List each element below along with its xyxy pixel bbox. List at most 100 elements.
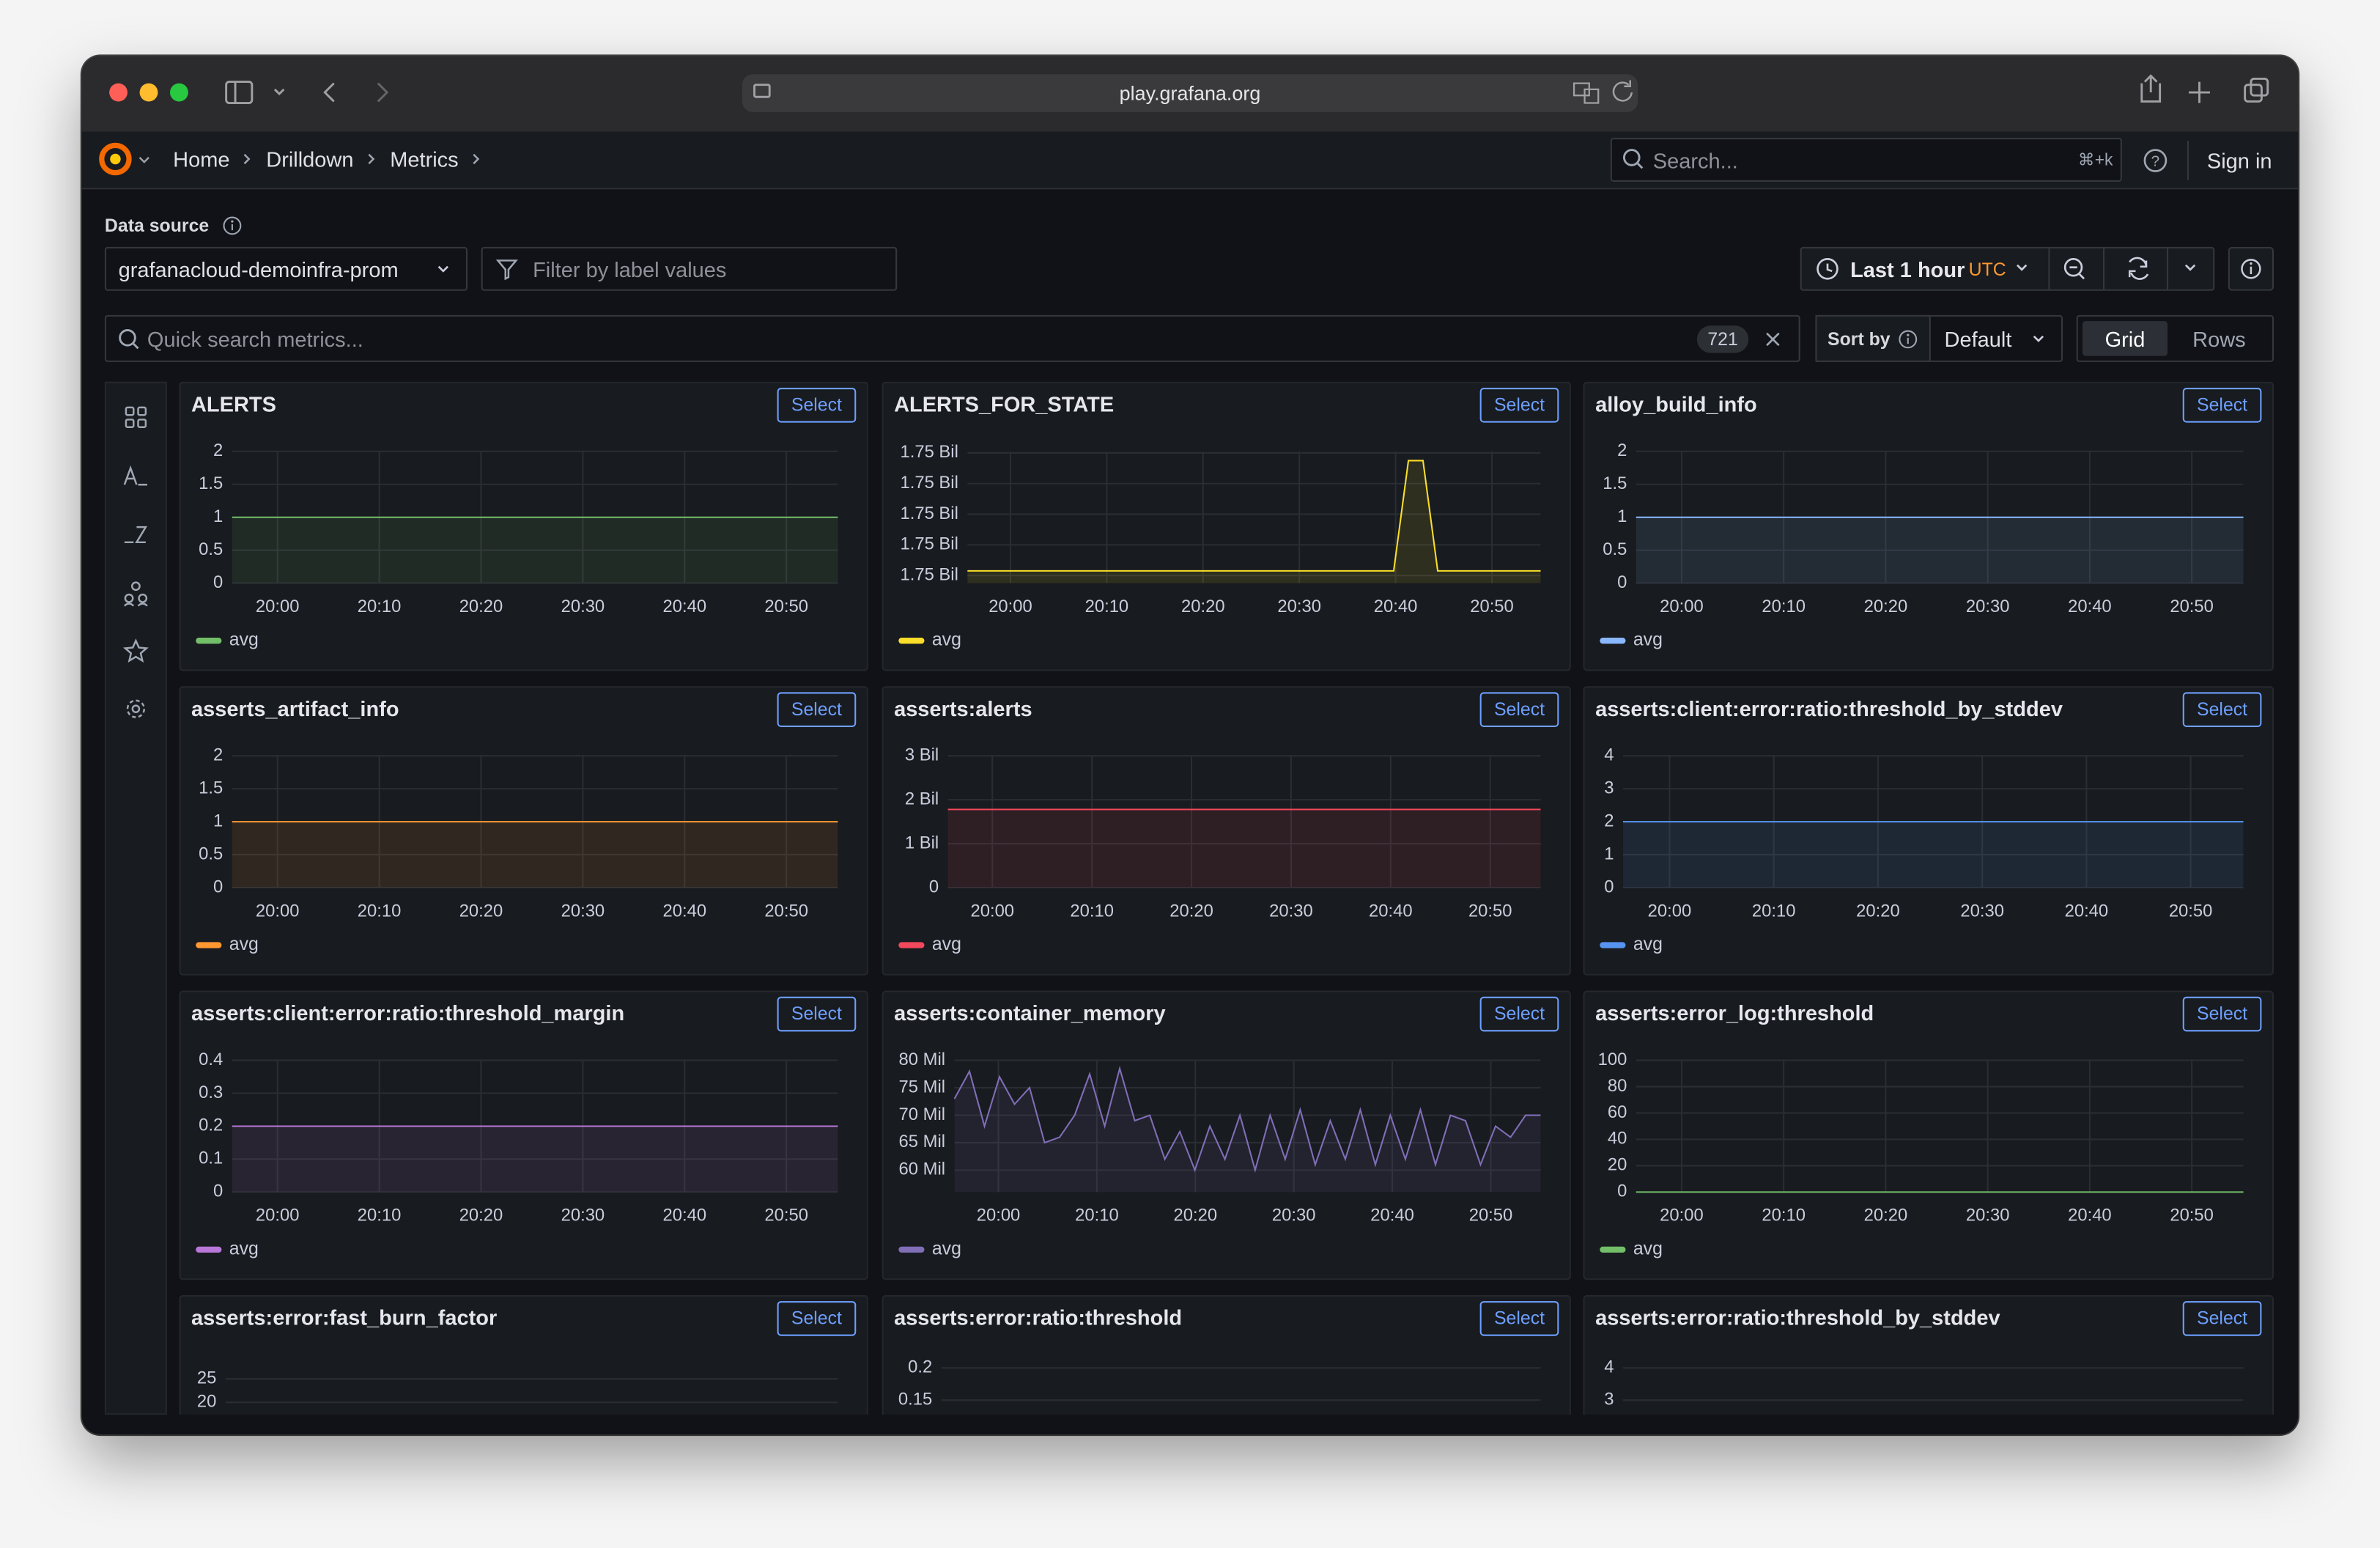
view-grid[interactable]: Grid <box>2082 327 2168 351</box>
metric-panel: ALERTS_FOR_STATESelect1.75 Bil1.75 Bil1.… <box>882 382 1571 671</box>
panel-title: ALERTS <box>191 394 276 417</box>
forward-button[interactable] <box>378 84 387 102</box>
select-button-label[interactable]: Select <box>791 395 842 415</box>
panel-title: asserts:error:ratio:threshold <box>894 1307 1182 1330</box>
y-tick-label: 2 <box>213 441 223 460</box>
maximize-button[interactable] <box>170 84 188 102</box>
refresh-interval-button[interactable] <box>2186 265 2195 270</box>
select-button-label[interactable]: Select <box>1494 700 1545 720</box>
divider <box>2187 141 2189 180</box>
breadcrumb[interactable]: Drilldown <box>266 147 353 171</box>
panel-title: ALERTS_FOR_STATE <box>894 394 1114 417</box>
chevron[interactable] <box>275 89 284 94</box>
search-icon <box>117 327 141 351</box>
x-tick-label: 20:10 <box>1762 1206 1806 1226</box>
y-tick-label: 25 <box>197 1368 216 1388</box>
x-tick-label: 20:40 <box>1370 1206 1414 1226</box>
y-tick-label: 0.15 <box>898 1389 932 1409</box>
data-source-label: Data source <box>105 215 209 236</box>
select-button-label[interactable]: Select <box>2197 1004 2247 1024</box>
breadcrumb[interactable]: Metrics <box>390 147 458 171</box>
timezone: UTC <box>1969 259 2006 280</box>
y-tick-label: 0.3 <box>199 1083 223 1102</box>
select-button-label[interactable]: Select <box>2197 395 2247 415</box>
tabs-button[interactable] <box>2245 85 2262 102</box>
x-tick-label: 20:20 <box>1856 901 1900 921</box>
y-tick-label: 0 <box>1617 572 1627 592</box>
sidebar-icon[interactable] <box>226 82 252 103</box>
legend-label: avg <box>1633 935 1663 954</box>
y-tick-label: 1.75 Bil <box>900 564 958 584</box>
y-tick-label: 1 Bil <box>905 833 939 852</box>
metric-panel: ALERTSSelect00.511.5220:0020:1020:2020:3… <box>179 382 868 671</box>
close-button[interactable] <box>109 84 128 102</box>
y-tick-label: 1.5 <box>1603 473 1627 493</box>
panel-title: asserts:alerts <box>894 698 1032 721</box>
y-tick-label: 75 Mil <box>899 1077 946 1096</box>
y-tick-label: 0.2 <box>199 1116 223 1135</box>
x-tick-label: 20:50 <box>764 1206 808 1226</box>
time-range[interactable]: Last 1 hour <box>1850 257 1965 281</box>
y-tick-label: 0 <box>1617 1182 1627 1201</box>
share-button[interactable] <box>2142 75 2160 101</box>
x-tick-label: 20:30 <box>1966 1206 2010 1226</box>
legend-label: avg <box>932 935 961 954</box>
y-tick-label: 0 <box>213 1182 223 1201</box>
y-tick-label: 0.5 <box>199 539 223 559</box>
x-tick-label: 20:00 <box>970 901 1014 921</box>
sign-in-link[interactable]: Sign in <box>2207 149 2272 173</box>
legend-label: avg <box>932 630 961 650</box>
x-tick-label: 20:50 <box>1470 597 1514 616</box>
y-tick-label: 1.5 <box>199 778 223 797</box>
panel-title: asserts_artifact_info <box>191 698 399 721</box>
legend-label: avg <box>229 630 259 650</box>
view-rows[interactable]: Rows <box>2173 327 2264 351</box>
area-fill <box>948 809 1541 888</box>
minimize-button[interactable] <box>140 84 158 102</box>
x-tick-label: 20:40 <box>1374 597 1418 616</box>
x-tick-label: 20:40 <box>2065 901 2109 921</box>
back-button[interactable] <box>325 84 333 102</box>
breadcrumb[interactable]: Home <box>173 147 229 171</box>
select-button-label[interactable]: Select <box>791 1004 842 1024</box>
select-button-label[interactable]: Select <box>1494 1004 1545 1024</box>
metric-panel: alloy_build_infoSelect00.511.5220:0020:1… <box>1583 382 2274 671</box>
x-tick-label: 20:20 <box>1864 597 1908 616</box>
panel-background <box>1584 992 2273 1280</box>
breadcrumb-separator <box>354 147 391 171</box>
x-tick-label: 20:10 <box>358 597 402 616</box>
metric-grid: ALERTS Select 0 0.5 1 1.5 2 20:00 20:10 20:20 20:3… <box>0 382 2380 1415</box>
chevron <box>2030 331 2048 349</box>
y-tick-label: 100 <box>1598 1050 1627 1069</box>
new-tab-button[interactable] <box>2189 82 2210 103</box>
y-tick-label: 1 <box>1604 844 1614 863</box>
x-tick-label: 20:30 <box>1277 597 1321 616</box>
x-tick-label: 20:20 <box>1181 597 1225 616</box>
x-tick-label: 20:00 <box>256 597 300 616</box>
metric-count: 721 <box>1697 325 1748 353</box>
chevron <box>434 260 452 279</box>
help-button[interactable]: ? <box>2142 147 2169 174</box>
select-button-label[interactable]: Select <box>2197 1309 2247 1329</box>
x-tick-label: 20:30 <box>1272 1206 1316 1226</box>
select-button-label[interactable]: Select <box>1494 395 1545 415</box>
select-button-label[interactable]: Select <box>791 700 842 720</box>
metric-panel: asserts:error:ratio:thresholdSelect0.150… <box>882 1295 1571 1415</box>
x-tick-label: 20:30 <box>561 597 605 616</box>
legend-label: avg <box>1633 630 1663 650</box>
clear-button[interactable] <box>1762 328 1784 350</box>
x-tick-label: 20:40 <box>2068 1206 2112 1226</box>
panel-title: asserts:error_log:threshold <box>1595 1002 1874 1025</box>
grafana-logo[interactable] <box>97 141 158 180</box>
y-tick-label: 1 <box>213 506 223 526</box>
refresh-button[interactable] <box>2129 258 2148 279</box>
select-button-label[interactable]: Select <box>791 1309 842 1329</box>
y-tick-label: 1 <box>1617 506 1627 526</box>
legend-label: avg <box>932 1239 961 1258</box>
select-button-label[interactable]: Select <box>2197 700 2247 720</box>
y-tick-label: 65 Mil <box>899 1132 946 1151</box>
x-tick-label: 20:10 <box>358 1206 402 1226</box>
zoom-out-button[interactable] <box>2065 259 2084 279</box>
select-button-label[interactable]: Select <box>1494 1309 1545 1329</box>
